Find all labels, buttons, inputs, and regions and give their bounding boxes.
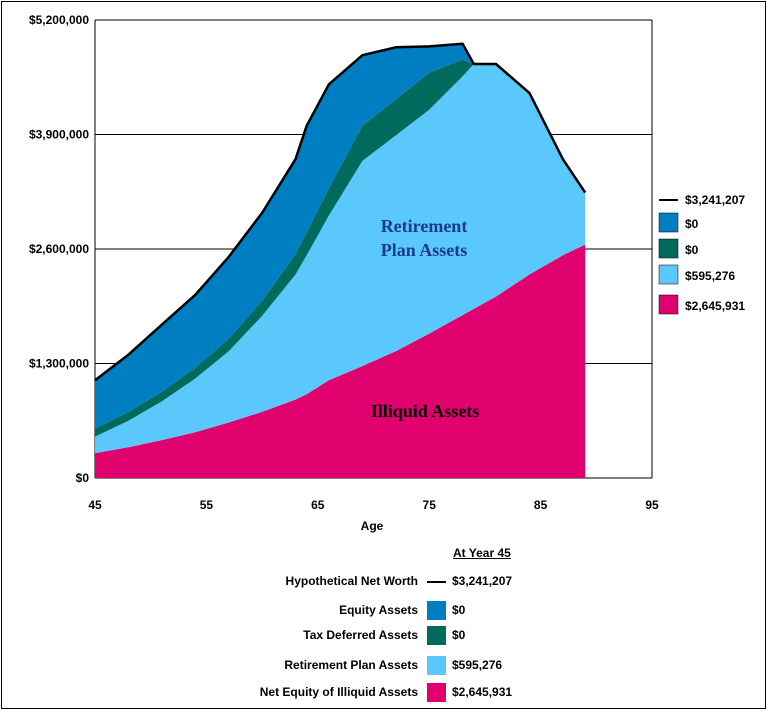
area-label-illiquid: Illiquid Assets [371, 401, 480, 421]
table-row-value: $0 [452, 603, 466, 617]
area-label-retirement-line2: Plan Assets [381, 240, 468, 260]
side-legend-value-0: $3,241,207 [685, 193, 745, 207]
area-series-1 [95, 64, 586, 454]
table-row-color-swatch [427, 601, 446, 620]
side-legend-swatch-2 [658, 238, 679, 259]
y-tick-label-4: $5,200,000 [29, 13, 89, 27]
table-row-label: Equity Assets [339, 603, 418, 617]
x-tick-label-2: 65 [311, 498, 325, 512]
side-legend-value-2: $0 [685, 243, 699, 257]
table-row-color-swatch [427, 683, 446, 702]
table-row-label: Net Equity of Illiquid Assets [259, 685, 418, 699]
table-row-value: $3,241,207 [452, 574, 513, 588]
y-tick-label-2: $2,600,000 [29, 242, 89, 256]
table-row: Tax Deferred Assets $0 [200, 626, 560, 646]
table-row-color-swatch [427, 656, 446, 675]
table-row: Hypothetical Net Worth $3,241,207 [200, 572, 560, 592]
table-row-value: $595,276 [452, 658, 503, 672]
table-row-value: $0 [452, 628, 466, 642]
net-worth-line [94, 42, 587, 382]
x-tick-label-3: 75 [423, 498, 437, 512]
table-row-color-swatch [427, 626, 446, 645]
table-header: At Year 45 [453, 546, 511, 560]
x-tick-label-0: 45 [88, 498, 102, 512]
area-label-retirement-line1: Retirement [381, 216, 468, 236]
side-legend-value-3: $595,276 [685, 269, 735, 283]
table-row: Net Equity of Illiquid Assets $2,645,931 [200, 683, 560, 703]
x-tick-label-5: 95 [645, 498, 659, 512]
table-row-label: Retirement Plan Assets [284, 658, 418, 672]
side-legend-swatch-3 [658, 264, 679, 285]
y-tick-label-3: $3,900,000 [29, 128, 89, 142]
area-series-3 [95, 43, 586, 429]
table-row-value: $2,645,931 [452, 685, 513, 699]
table-row-label: Hypothetical Net Worth [285, 574, 418, 588]
table-row-label: Tax Deferred Assets [303, 628, 418, 642]
side-legend-value-4: $2,645,931 [685, 299, 745, 313]
x-tick-label-4: 85 [534, 498, 548, 512]
side-legend-swatch-4 [658, 294, 679, 315]
y-tick-label-1: $1,300,000 [29, 357, 89, 371]
area-series-0 [95, 244, 586, 478]
x-axis-label: Age [361, 519, 384, 533]
side-legend-swatch-1 [658, 212, 679, 233]
table-row-line-swatch [427, 581, 446, 583]
side-legend-value-1: $0 [685, 217, 699, 231]
table-row: Equity Assets $0 [200, 601, 560, 621]
x-tick-label-1: 55 [200, 498, 214, 512]
y-tick-label-0: $0 [76, 471, 90, 485]
table-row: Retirement Plan Assets $595,276 [200, 656, 560, 676]
